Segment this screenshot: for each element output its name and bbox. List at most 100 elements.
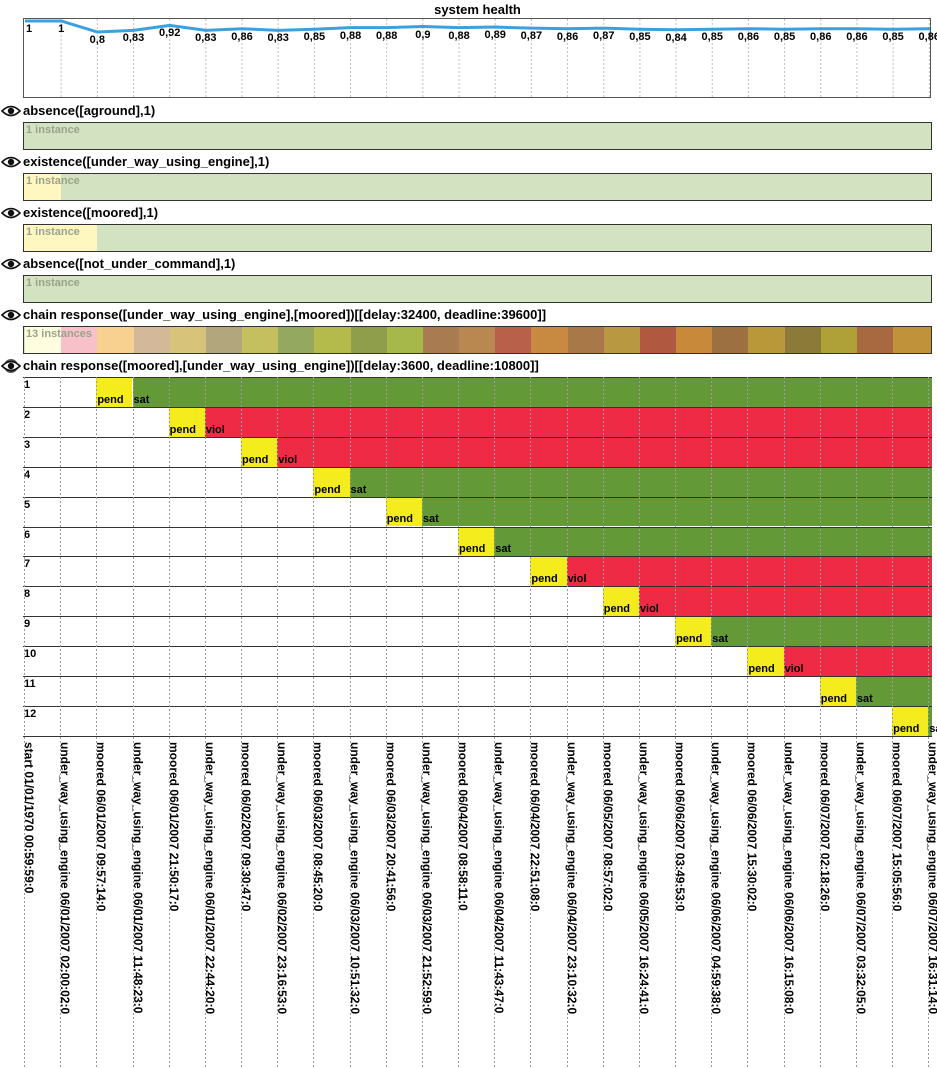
constraint-instances-bar[interactable]: 1 instance	[23, 275, 932, 303]
violated-label: viol	[278, 453, 298, 466]
instance-row[interactable]: 2 pend viol	[23, 406, 932, 437]
chain-instance-segment	[242, 327, 279, 353]
timeline-event-label: moored 06/03/2007 20:41:56:0	[383, 742, 398, 912]
chain-instance-segment	[567, 327, 605, 353]
health-line-chart	[25, 19, 930, 97]
instance-row-number: 5	[24, 498, 31, 511]
instance-row-number: 7	[24, 558, 31, 571]
timeline-event-label: under_way_using_engine 06/01/2007 11:48:…	[130, 742, 145, 1014]
health-value-label: 0,88	[448, 29, 470, 42]
timeline-event-label: moored 06/07/2007 02:18:26:0	[817, 742, 832, 912]
satisfied-segment	[349, 467, 932, 497]
eye-toggle-icon[interactable]	[0, 155, 22, 169]
health-value-label: 0,83	[267, 32, 289, 45]
instance-row[interactable]: 3 pend viol	[23, 436, 932, 467]
timeline-event-label: under_way_using_engine 06/06/2007 04:59:…	[709, 742, 724, 1015]
health-value-label: 0,86	[231, 30, 253, 43]
instance-row[interactable]: 10 pend viol	[23, 646, 932, 676]
health-value-label: 0,8	[89, 34, 105, 46]
constraint-instances-bar[interactable]: 1 instance	[23, 173, 932, 201]
health-title: system health	[434, 2, 521, 17]
timeline-event-label: under_way_using_engine 06/07/2007 03:32:…	[853, 742, 868, 1015]
timeline-event-label: moored 06/07/2007 15:05:56:0	[890, 742, 905, 912]
pending-label: pend	[820, 692, 848, 705]
constraint-title: absence([aground],1)	[23, 103, 156, 118]
satisfied-label: sat	[350, 483, 367, 496]
instance-row[interactable]: 11 pend sat	[23, 676, 932, 706]
chain-instance-segment	[639, 327, 677, 353]
pending-segment	[458, 527, 495, 557]
instance-row-number: 11	[24, 678, 36, 690]
violated-segment	[277, 437, 932, 467]
health-value-label: 0,86	[846, 30, 868, 43]
constraint-instances-bar[interactable]: 1 instance	[23, 224, 932, 252]
eye-toggle-icon[interactable]	[0, 104, 22, 118]
eye-toggle-active-icon[interactable]	[0, 359, 22, 373]
violated-segment	[638, 587, 932, 617]
instance-count: 1 instance	[26, 226, 80, 238]
instance-row-number: 1	[24, 379, 31, 391]
eye-toggle-icon[interactable]	[0, 257, 22, 271]
instance-row-number: 6	[24, 528, 31, 541]
pending-segment	[24, 174, 62, 200]
health-value-label: 0,83	[195, 32, 217, 45]
chain-instance-segment	[820, 327, 858, 353]
instance-count: 1 instance	[26, 277, 80, 289]
pending-segment	[602, 587, 639, 617]
constraint-instances-bar[interactable]: 1 instance	[23, 122, 932, 150]
health-value-label: 0,87	[593, 30, 615, 43]
chain-instance-segment	[748, 327, 786, 353]
pending-label: pend	[603, 603, 631, 616]
timeline-event-label: start 01/01/1970 00:59:59:0	[22, 742, 36, 894]
instance-count: 1 instance	[26, 124, 80, 136]
instance-count: 1 instance	[26, 175, 80, 187]
instance-row[interactable]: 4 pend sat	[23, 466, 932, 497]
timeline-event-label: under_way_using_engine 06/06/2007 16:15:…	[781, 742, 796, 1015]
timeline-event-label: under_way_using_engine 06/01/2007 22:44:…	[202, 742, 217, 1015]
chain-instance-segment	[169, 327, 207, 353]
instance-row[interactable]: 7 pend viol	[23, 556, 932, 587]
instance-row[interactable]: 5 pend sat	[23, 496, 932, 527]
chain-instance-segment	[422, 327, 460, 353]
instance-row[interactable]: 9 pend sat	[23, 616, 932, 647]
health-value-label: 0,85	[773, 31, 796, 44]
violated-label: viol	[567, 573, 587, 586]
timeline-event-label: moored 06/01/2007 21:50:17:0	[166, 742, 181, 912]
health-value-label: 0,92	[158, 27, 181, 40]
chain-instance-segment	[495, 327, 532, 353]
pending-label: pend	[893, 722, 920, 735]
instance-row[interactable]: 8 pend viol	[23, 586, 932, 617]
health-value-label: 1	[26, 23, 33, 35]
rows-bottom-border	[23, 735, 932, 737]
instance-count: 13 instances	[26, 328, 93, 340]
violated-label: viol	[784, 662, 804, 675]
satisfied-segment	[711, 617, 932, 647]
chain-instance-segment	[97, 327, 134, 353]
timeline-event-label: under_way_using_engine 06/03/2007 10:51:…	[347, 742, 362, 1015]
satisfied-label: sat	[133, 393, 150, 406]
timeline-event-label: moored 06/03/2007 08:45:20:0	[311, 742, 326, 912]
health-value-label: 0,86	[810, 30, 832, 43]
constraint-title: absence([not_under_command],1)	[23, 256, 236, 271]
chain-instance-segment	[386, 327, 424, 353]
chain-instance-segment	[25, 327, 62, 353]
chain-instance-segment	[712, 327, 749, 353]
eye-toggle-icon[interactable]	[0, 308, 22, 322]
instance-row[interactable]: 6 pend sat	[23, 526, 932, 557]
health-value-label: 0,84	[665, 31, 687, 44]
satisfied-label: sat	[422, 513, 439, 526]
eye-toggle-icon[interactable]	[0, 206, 22, 220]
instance-row-number: 12	[24, 707, 37, 720]
timeline-event-label: under_way_using_engine 06/03/2007 21:52:…	[419, 742, 434, 1015]
instance-row-number: 10	[24, 648, 37, 661]
chain-instance-segment	[133, 327, 171, 353]
instance-row[interactable]: 1 pend sat	[23, 377, 932, 407]
chain-instance-segment	[314, 327, 352, 353]
pending-label: pend	[459, 543, 486, 556]
pending-label: pend	[314, 483, 341, 496]
chain-instances-bar[interactable]: 13 instances	[23, 326, 932, 354]
instance-row[interactable]: 12 pend sat	[23, 705, 937, 736]
timeline-event-label: moored 06/05/2007 08:57:02:0	[600, 742, 615, 912]
violated-segment	[566, 557, 932, 587]
